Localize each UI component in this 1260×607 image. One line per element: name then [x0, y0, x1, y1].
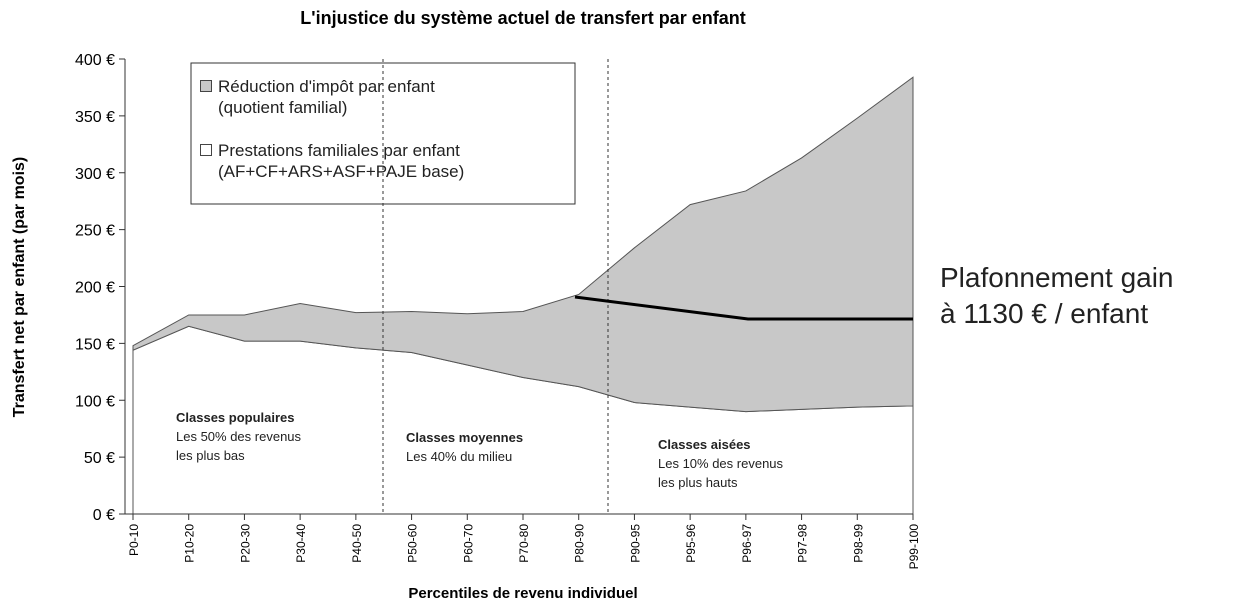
legend-entry: Prestations familiales par enfant (AF+CF…	[200, 140, 464, 182]
x-tick-label: P90-95	[628, 524, 642, 563]
region-title: Classes populaires	[176, 410, 295, 425]
x-tick-label: P99-100	[907, 524, 921, 570]
y-tick-label: 0 €	[93, 507, 115, 524]
x-tick-label: P98-99	[851, 524, 865, 563]
legend-label: Réduction d'impôt par enfant (quotient f…	[218, 77, 435, 117]
y-tick-label: 200 €	[75, 280, 115, 297]
y-tick-label: 400 €	[75, 52, 115, 69]
x-tick-label: P40-50	[350, 524, 364, 563]
x-tick-label: P97-98	[796, 524, 810, 563]
area	[132, 76, 914, 413]
x-tick-label: P50-60	[406, 524, 420, 563]
region-title: Classes aisées	[658, 437, 751, 452]
region-label: Classes populaires Les 50% des revenus le…	[176, 408, 301, 465]
y-tick-label: 300 €	[75, 166, 115, 183]
region-text: Les 10% des revenus les plus hauts	[658, 456, 784, 490]
legend-label: Prestations familiales par enfant (AF+CF…	[218, 141, 465, 181]
legend-entry: Réduction d'impôt par enfant (quotient f…	[200, 76, 435, 118]
x-tick-label: P10-20	[183, 524, 197, 563]
region-label: Classes moyennes Les 40% du milieu	[406, 428, 523, 466]
y-tick-label: 250 €	[75, 223, 115, 240]
region-label: Classes aisées Les 10% des revenus les pl…	[658, 435, 783, 492]
y-tick-label: 100 €	[75, 393, 115, 410]
x-tick-label: P60-70	[461, 524, 475, 563]
plot	[132, 76, 914, 515]
x-tick-label: P70-80	[517, 524, 531, 563]
callout: Plafonnement gain à 1130 € / enfant	[940, 262, 1174, 329]
region-text: Les 40% du milieu	[406, 449, 513, 464]
x-tick-label: P20-30	[238, 524, 252, 563]
x-tick-label: P95-96	[684, 524, 698, 563]
legend-swatch	[200, 144, 212, 156]
chart-title: L'injustice du système actuel de transfe…	[300, 8, 745, 28]
y-tick-label: 350 €	[75, 109, 115, 126]
x-axis-label: Percentiles de revenu individuel	[408, 585, 637, 602]
region-text: Les 50% des revenus les plus bas	[176, 429, 302, 463]
x-tick-label: P80-90	[573, 524, 587, 563]
x-tick-label: P0-10	[127, 524, 141, 556]
x-tick-label: P96-97	[740, 524, 754, 563]
y-tick-label: 150 €	[75, 336, 115, 353]
x-tick-label: P30-40	[294, 524, 308, 563]
legend-swatch	[200, 80, 212, 92]
region-title: Classes moyennes	[406, 430, 524, 445]
cap-line	[574, 295, 913, 321]
y-tick-label: 50 €	[84, 450, 115, 467]
y-axis-label: Transfert net par enfant (par mois)	[11, 157, 28, 418]
